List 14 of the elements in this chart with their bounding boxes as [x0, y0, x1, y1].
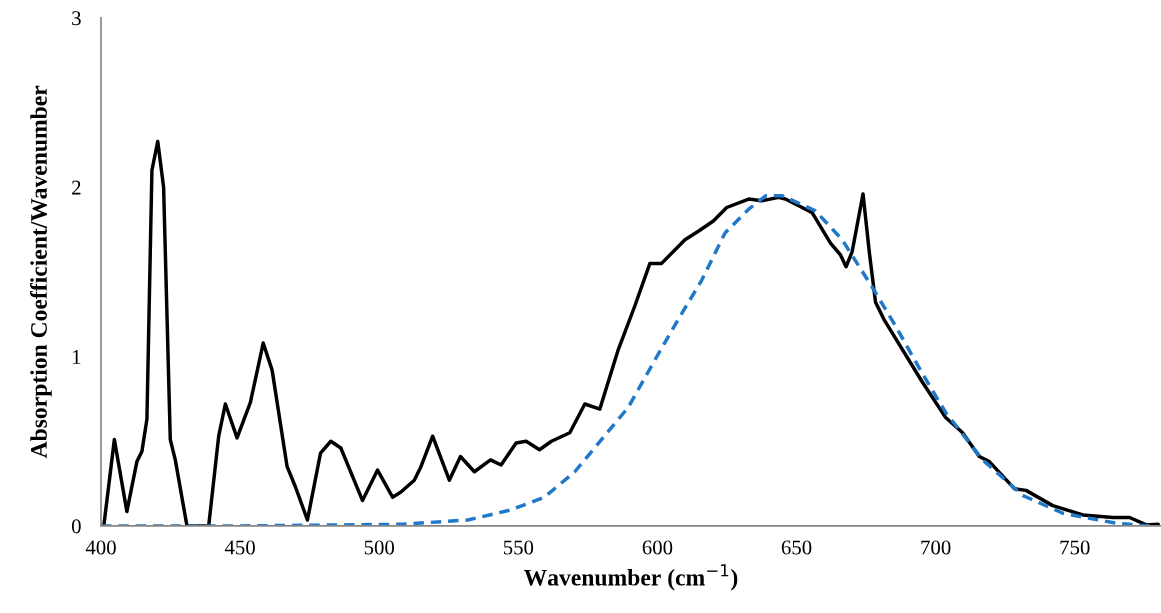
x-tick-label: 500 — [364, 540, 395, 555]
x-tick-label: 750 — [1060, 540, 1090, 555]
y-tick-label: 3 — [72, 11, 81, 26]
y-tick-label: 1 — [72, 350, 81, 364]
x-tick-label: 450 — [224, 540, 255, 555]
x-tick-label: 650 — [781, 540, 812, 555]
x-tick-label: 400 — [85, 540, 116, 555]
x-tick-label: 700 — [921, 540, 951, 555]
x-tick-label: 600 — [642, 540, 673, 555]
y-tick-label: 2 — [72, 180, 81, 195]
y-tick-label: 0 — [71, 519, 81, 534]
x-axis-title: Wavenumber (cm$^{−1}$) — [523, 564, 738, 591]
y-axis-title: Absorption Coefficient/Wavenumber — [30, 85, 52, 459]
x-tick-label: 550 — [503, 540, 534, 555]
